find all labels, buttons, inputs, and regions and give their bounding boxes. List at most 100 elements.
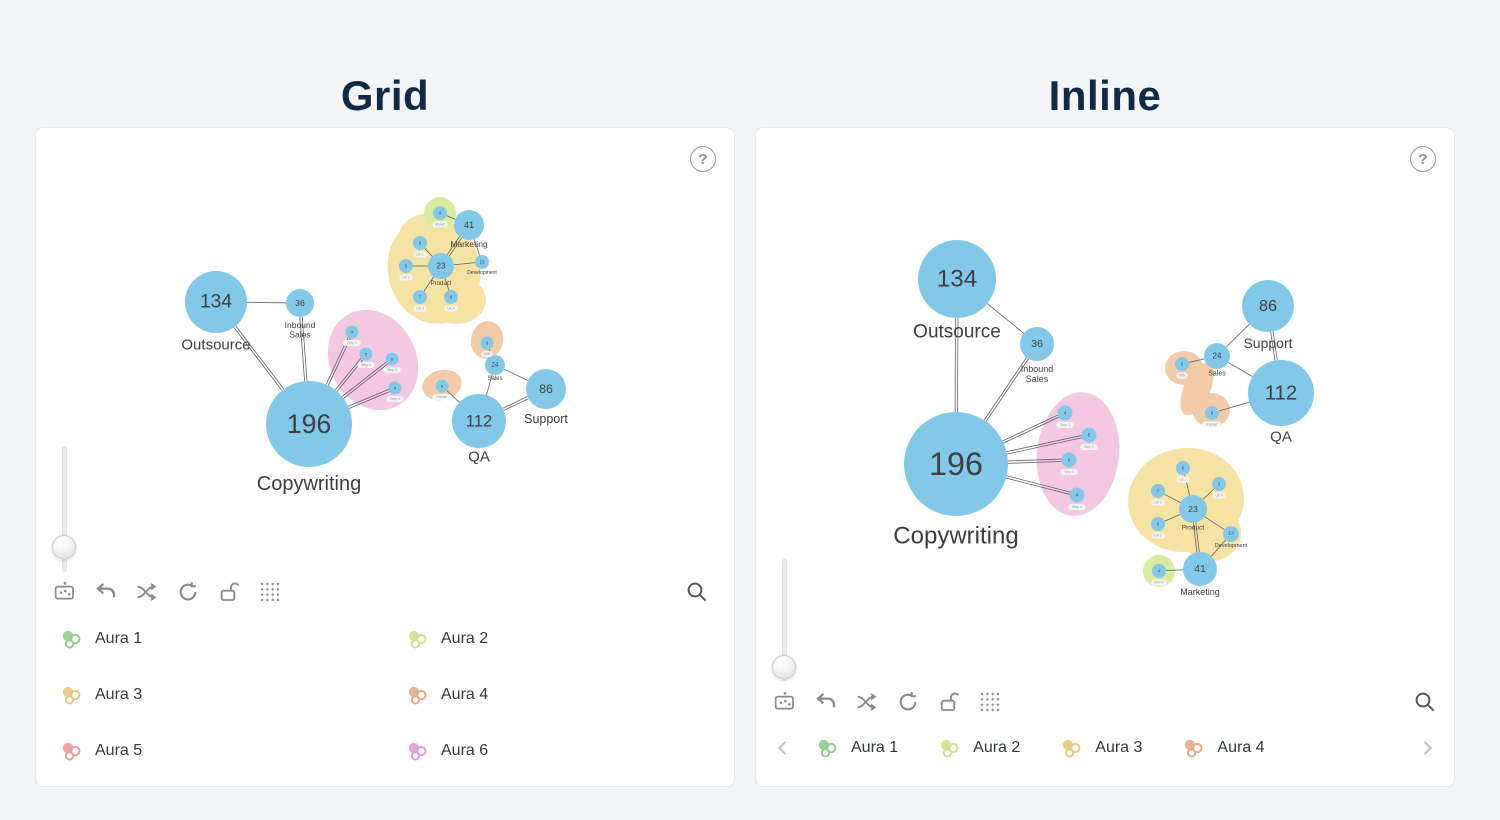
graph-edge xyxy=(1195,522,1200,553)
shuffle-icon xyxy=(135,580,159,604)
legend-label: Aura 6 xyxy=(441,742,489,759)
graph-node-g1[interactable]: 4 Brand xyxy=(1151,564,1167,586)
svg-text:24: 24 xyxy=(492,362,499,369)
graph-node-y4[interactable]: 6 UX 3 xyxy=(1151,517,1165,539)
graph-node-sales[interactable]: 24 Sales xyxy=(485,355,505,382)
graph-node-o1[interactable]: 5 SMB xyxy=(1175,357,1189,379)
chevron-right-icon xyxy=(1416,741,1438,762)
graph-node-qa[interactable]: 112 QA xyxy=(1248,360,1314,446)
svg-text:Step 1: Step 1 xyxy=(1060,423,1070,427)
graph-node-product[interactable]: 23 Product xyxy=(1179,495,1207,532)
graph-node-y2[interactable]: 5 UX 4 xyxy=(1212,477,1226,499)
graph-node-outsource[interactable]: 134 Outsource xyxy=(181,271,251,354)
graph-node-y3[interactable]: 7 UX 3 xyxy=(413,290,427,312)
graph-node-copy[interactable]: 196 Copywriting xyxy=(257,381,361,495)
graph-node-p4[interactable]: 4 Step 4 xyxy=(386,381,404,403)
svg-text:112: 112 xyxy=(1265,382,1298,405)
graph-node-marketing[interactable]: 41 Marketing xyxy=(450,210,488,249)
legend-item-aura-4[interactable]: Aura 4 xyxy=(1182,737,1265,759)
question-mark-icon: ? xyxy=(698,150,708,168)
legend-item-aura-2[interactable]: Aura 2 xyxy=(406,628,488,650)
graph-node-support[interactable]: 86 Support xyxy=(524,369,568,426)
graph-edge xyxy=(1218,401,1250,412)
unlock-button[interactable] xyxy=(936,689,962,715)
search-button[interactable] xyxy=(684,579,710,605)
graph-node-o1[interactable]: 5 SMB xyxy=(480,336,494,358)
graph-node-copy[interactable]: 196 Copywriting xyxy=(893,412,1019,550)
search-button[interactable] xyxy=(1412,689,1438,715)
graph-edge xyxy=(1202,488,1215,500)
graph-toolbar xyxy=(52,579,283,605)
grid-dots-button[interactable] xyxy=(977,689,1003,715)
zoom-slider[interactable] xyxy=(772,559,796,681)
zoom-slider-track[interactable] xyxy=(781,559,787,681)
magnifier-icon xyxy=(685,582,709,607)
zoom-slider-handle[interactable] xyxy=(52,535,76,559)
graph-node-sales[interactable]: 24 Sales xyxy=(1204,343,1230,378)
graph-node-o2[interactable]: 6 Partner xyxy=(432,379,452,401)
graph-node-y1[interactable]: 6 UX 1 xyxy=(1176,461,1190,483)
graph-node-p2[interactable]: 5 Step 2 xyxy=(1080,427,1098,451)
legend-item-aura-3[interactable]: Aura 3 xyxy=(1060,737,1142,759)
magnifier-icon xyxy=(1413,692,1437,717)
help-button[interactable]: ? xyxy=(1410,146,1436,172)
aura-3-icon xyxy=(1060,737,1082,759)
shuffle-button[interactable] xyxy=(854,689,880,715)
svg-text:7: 7 xyxy=(1157,489,1160,494)
legend-item-aura-1[interactable]: Aura 1 xyxy=(816,737,898,759)
graph-node-p1[interactable]: 4 Step 1 xyxy=(343,325,361,347)
shuffle-button[interactable] xyxy=(134,579,160,605)
fit-view-button[interactable] xyxy=(772,689,798,715)
graph-node-y2[interactable]: 5 UX 2 xyxy=(399,259,413,281)
zoom-slider[interactable] xyxy=(52,446,76,572)
graph-node-marketing[interactable]: 41 Marketing xyxy=(1180,552,1220,597)
unlock-button[interactable] xyxy=(216,579,242,605)
graph-node-o2[interactable]: 6 Partner xyxy=(1202,406,1222,428)
graph-edge xyxy=(1165,569,1184,572)
legend-item-aura-2[interactable]: Aura 2 xyxy=(938,737,1020,759)
legend-item-aura-5[interactable]: Aura 5 xyxy=(60,740,406,762)
legend-item-aura-1[interactable]: Aura 1 xyxy=(60,628,406,650)
graph-node-qa[interactable]: 112 QA xyxy=(452,394,506,466)
graph-node-p2[interactable]: 5 Step 2 xyxy=(357,347,375,369)
legend-item-aura-6[interactable]: Aura 6 xyxy=(406,740,488,762)
svg-text:6: 6 xyxy=(441,384,444,389)
graph-node-p3[interactable]: 6 Step 3 xyxy=(1060,452,1078,476)
graph-node-y1[interactable]: 6 UX 1 xyxy=(413,236,427,258)
graph-node-dev[interactable]: 13 Development xyxy=(1215,526,1248,549)
legend-label: Aura 5 xyxy=(95,742,143,759)
graph-node-dev[interactable]: 13 Development xyxy=(467,255,497,276)
graph-node-p3[interactable]: 6 Step 3 xyxy=(383,352,401,374)
graph-node-p1[interactable]: 4 Step 1 xyxy=(1056,405,1074,429)
legend-prev-button[interactable] xyxy=(772,737,794,759)
graph-node-product[interactable]: 23 Product xyxy=(428,253,454,287)
grid-dots-icon xyxy=(258,580,282,604)
fit-view-button[interactable] xyxy=(52,579,78,605)
graph-node-y4[interactable]: 6 UX 4 xyxy=(444,290,458,312)
graph-edge xyxy=(1193,522,1198,553)
undo-button[interactable] xyxy=(93,579,119,605)
graph-node-support[interactable]: 86 Support xyxy=(1242,280,1294,351)
graph-node-g1[interactable]: 4 Brand xyxy=(432,206,448,228)
graph-node-p4[interactable]: 4 Step 4 xyxy=(1068,487,1086,511)
refresh-layout-button[interactable] xyxy=(175,579,201,605)
legend-item-aura-4[interactable]: Aura 4 xyxy=(406,684,488,706)
grid-dots-button[interactable] xyxy=(257,579,283,605)
help-button[interactable]: ? xyxy=(690,146,716,172)
undo-button[interactable] xyxy=(813,689,839,715)
legend-item-aura-3[interactable]: Aura 3 xyxy=(60,684,406,706)
svg-text:24: 24 xyxy=(1213,352,1222,361)
graph-node-outsource[interactable]: 134 Outsource xyxy=(913,240,1001,343)
zoom-slider-handle[interactable] xyxy=(772,655,796,679)
graph-node-y3[interactable]: 7 UX 2 xyxy=(1151,484,1165,506)
page-title-inline: Inline xyxy=(1048,72,1162,120)
refresh-layout-button[interactable] xyxy=(895,689,921,715)
svg-text:Sales: Sales xyxy=(487,376,502,382)
zoom-slider-track[interactable] xyxy=(61,446,67,572)
legend-next-button[interactable] xyxy=(1416,737,1438,759)
svg-text:13: 13 xyxy=(1228,531,1234,537)
